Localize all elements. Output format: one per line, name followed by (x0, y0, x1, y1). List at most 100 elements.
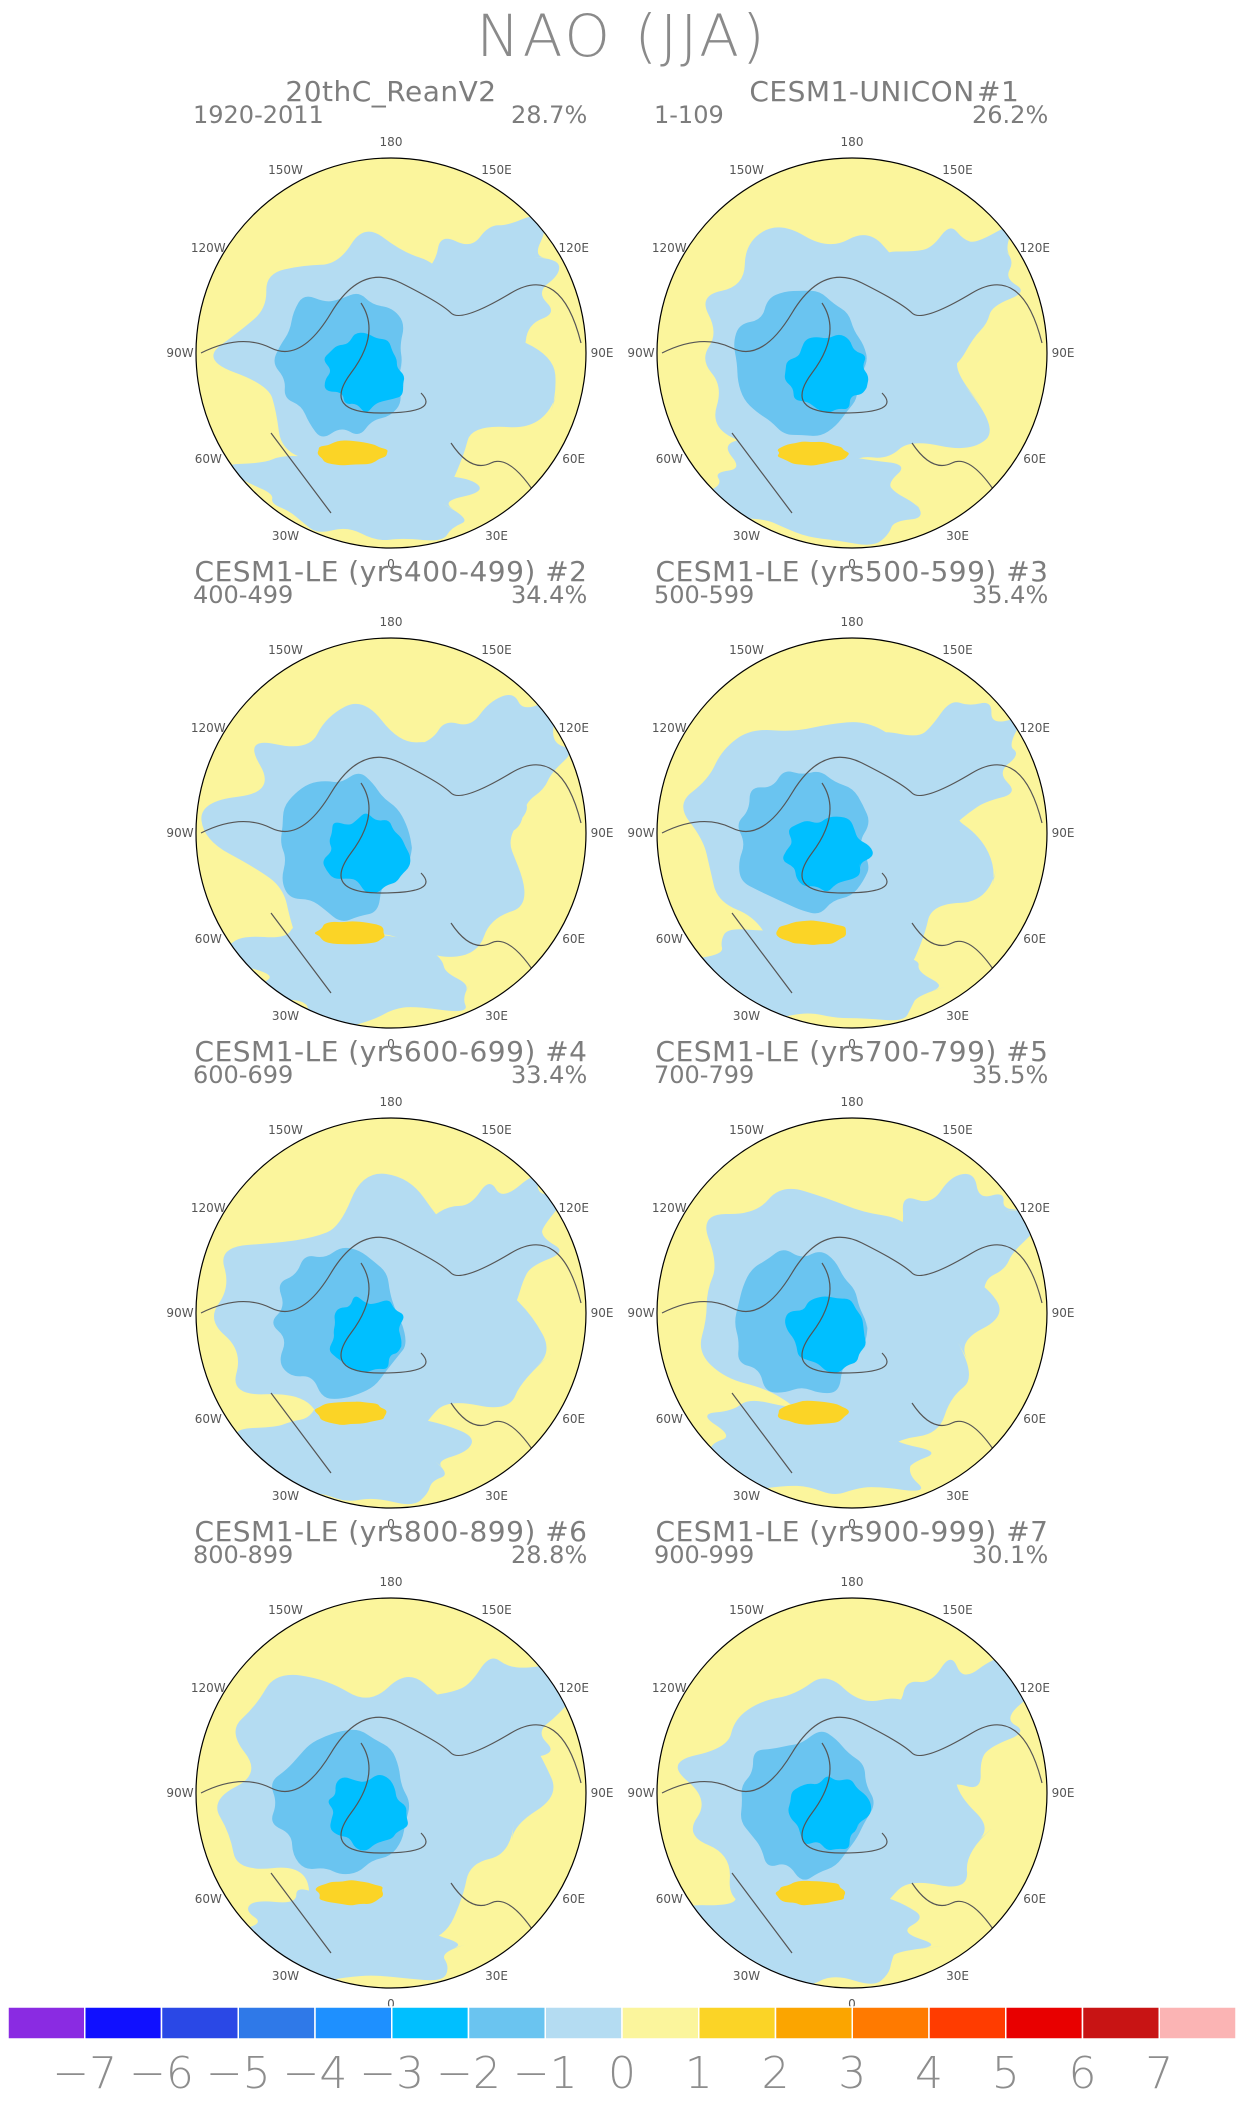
period-label: 1920-2011 (193, 101, 324, 129)
longitude-label: 30W (271, 1968, 300, 1983)
period-label: 900-999 (654, 1541, 755, 1569)
longitude-label: 30E (946, 528, 969, 543)
colorbar-swatch (467, 2006, 546, 2040)
longitude-label: 90E (590, 1306, 614, 1320)
longitude-label: 90W (166, 346, 194, 360)
longitude-label: 150W (268, 643, 303, 658)
positive-anomaly-region (777, 441, 850, 466)
colorbar-swatch (314, 2006, 393, 2040)
coastlines (200, 1236, 582, 1474)
colorbar-tick-label: 7 (1145, 2048, 1174, 2099)
positive-anomaly-region (776, 920, 847, 945)
longitude-label: 90E (1051, 826, 1075, 840)
longitude-label: 30W (732, 1488, 761, 1503)
coastlines (200, 756, 582, 994)
longitude-label: 150E (481, 163, 512, 178)
longitude-label: 120E (1019, 720, 1050, 735)
longitude-label: 180 (840, 1095, 864, 1109)
colorbar-swatch (544, 2006, 623, 2040)
colorbar-swatch (1005, 2006, 1084, 2040)
colorbar-tick-label: −2 (436, 2048, 501, 2099)
longitude-label: 90E (1051, 1786, 1075, 1800)
period-label: 1-109 (654, 101, 724, 129)
panel-title: CESM1-LE (yrs700-799) #5 (655, 1035, 1049, 1068)
coastlines (661, 1236, 1043, 1474)
longitude-label: 90W (166, 1786, 194, 1800)
longitude-label: 150E (481, 1603, 512, 1618)
period-label: 700-799 (654, 1061, 755, 1089)
polar-map (656, 1597, 1048, 1989)
coastlines (661, 756, 1043, 994)
longitude-label: 30E (946, 1968, 969, 1983)
panel-title: CESM1-LE (yrs600-699) #4 (194, 1035, 588, 1068)
coastlines (200, 1716, 582, 1954)
colorbar-swatch (698, 2006, 777, 2040)
colorbar-swatch (774, 2006, 853, 2040)
colorbar-swatch (160, 2006, 239, 2040)
longitude-label: 60W (194, 1411, 222, 1426)
coastlines (661, 276, 1043, 514)
polar-map (656, 157, 1048, 549)
longitude-label: 120E (558, 720, 589, 735)
longitude-label: 150W (729, 163, 764, 178)
colorbar-tick-label: −3 (359, 2048, 425, 2099)
longitude-label: 90E (590, 1786, 614, 1800)
negative-core (784, 334, 869, 413)
longitude-label: 120E (1019, 1200, 1050, 1215)
positive-anomaly-region (775, 1880, 846, 1906)
longitude-label: 30E (946, 1008, 969, 1023)
longitude-label: 60E (562, 451, 586, 466)
longitude-label: 60W (655, 451, 683, 466)
colorbar-swatch (621, 2006, 700, 2040)
longitude-label: 150W (268, 1123, 303, 1138)
colorbar-tick-label: −5 (205, 2048, 271, 2099)
longitude-label: 30W (271, 1488, 300, 1503)
variance-label: 35.5% (972, 1061, 1049, 1089)
longitude-label: 30W (271, 1008, 300, 1023)
longitude-label: 120W (651, 1200, 687, 1215)
longitude-label: 150W (729, 1123, 764, 1138)
longitude-label: 0 (387, 557, 395, 571)
panel-title: 20thC_ReanV2 (285, 75, 497, 108)
map-boundary (195, 1117, 587, 1509)
variance-label: 33.4% (511, 1061, 588, 1089)
period-label: 600-699 (193, 1061, 294, 1089)
longitude-label: 90W (166, 1306, 194, 1320)
longitude-label: 90E (1051, 1306, 1075, 1320)
longitude-label: 120W (190, 1680, 226, 1695)
map-boundary (656, 1117, 1048, 1509)
longitude-label: 120W (651, 1680, 687, 1695)
longitude-label: 150W (268, 163, 303, 178)
longitude-label: 180 (379, 1575, 403, 1589)
panel-title: CESM1-UNICON (749, 75, 975, 108)
longitude-label: 0 (848, 557, 856, 571)
longitude-label: 180 (379, 615, 403, 629)
longitude-label: 120W (190, 240, 226, 255)
longitude-label: 60W (194, 451, 222, 466)
negative-core (785, 1296, 867, 1373)
longitude-label: 120E (558, 240, 589, 255)
negative-core (788, 1776, 872, 1851)
longitude-label: 60W (194, 931, 222, 946)
longitude-label: 180 (840, 135, 864, 149)
negative-core (783, 816, 873, 892)
colorbar-tick-label: 3 (838, 2048, 867, 2099)
panel-title: CESM1-LE (yrs400-499) #2 (194, 555, 588, 588)
longitude-label: 0 (387, 1517, 395, 1531)
longitude-label: 30E (485, 1488, 508, 1503)
map-boundary (195, 1597, 587, 1989)
longitude-label: 30W (732, 528, 761, 543)
colorbar-tick-label: −4 (282, 2048, 348, 2099)
period-label: 800-899 (193, 1541, 294, 1569)
longitude-label: 90W (627, 1786, 655, 1800)
colorbar-swatch (1081, 2006, 1160, 2040)
longitude-label: 0 (848, 1997, 856, 2011)
longitude-label: 120E (558, 1680, 589, 1695)
period-label: 400-499 (193, 581, 294, 609)
longitude-label: 150E (942, 1603, 973, 1618)
colorbar-tick-label: 4 (915, 2048, 943, 2099)
coastlines (661, 1716, 1043, 1954)
longitude-label: 120E (1019, 240, 1050, 255)
variance-label: 26.2% (972, 101, 1049, 129)
colorbar-tick-label: 1 (684, 2048, 713, 2099)
